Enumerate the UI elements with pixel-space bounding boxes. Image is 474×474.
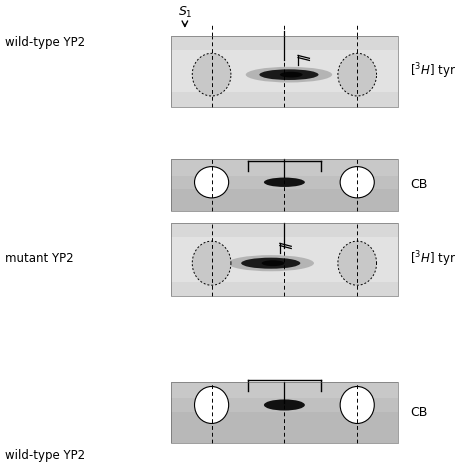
- Ellipse shape: [194, 386, 228, 423]
- Ellipse shape: [340, 386, 374, 423]
- Text: $[^3H]$ tyr: $[^3H]$ tyr: [410, 61, 456, 81]
- Bar: [171, 159, 398, 211]
- Bar: [171, 382, 398, 412]
- Ellipse shape: [194, 167, 228, 198]
- Text: wild-type YP2: wild-type YP2: [5, 448, 85, 462]
- Text: wild-type YP2: wild-type YP2: [5, 36, 85, 49]
- Ellipse shape: [338, 54, 376, 96]
- Bar: [171, 36, 398, 107]
- Ellipse shape: [241, 258, 301, 269]
- Bar: [171, 176, 398, 189]
- Text: mutant YP2: mutant YP2: [5, 252, 73, 265]
- Ellipse shape: [259, 69, 319, 80]
- Text: $[^3H]$ tyr: $[^3H]$ tyr: [410, 250, 456, 269]
- Ellipse shape: [264, 400, 305, 410]
- Bar: [171, 382, 398, 443]
- Ellipse shape: [338, 241, 376, 285]
- Bar: [171, 223, 398, 296]
- Text: CB: CB: [410, 406, 428, 419]
- Ellipse shape: [262, 260, 284, 266]
- Ellipse shape: [228, 255, 314, 271]
- Ellipse shape: [264, 178, 305, 187]
- Bar: [171, 223, 398, 296]
- Ellipse shape: [280, 72, 302, 77]
- Ellipse shape: [192, 54, 231, 96]
- Text: $S_1$: $S_1$: [178, 5, 192, 20]
- Text: CB: CB: [410, 178, 428, 191]
- Ellipse shape: [192, 241, 231, 285]
- Bar: [171, 36, 398, 107]
- Bar: [171, 159, 398, 211]
- Bar: [171, 159, 398, 185]
- Bar: [171, 237, 398, 282]
- Bar: [171, 382, 398, 443]
- Ellipse shape: [340, 167, 374, 198]
- Bar: [171, 50, 398, 92]
- Ellipse shape: [246, 67, 332, 82]
- Bar: [171, 398, 398, 412]
